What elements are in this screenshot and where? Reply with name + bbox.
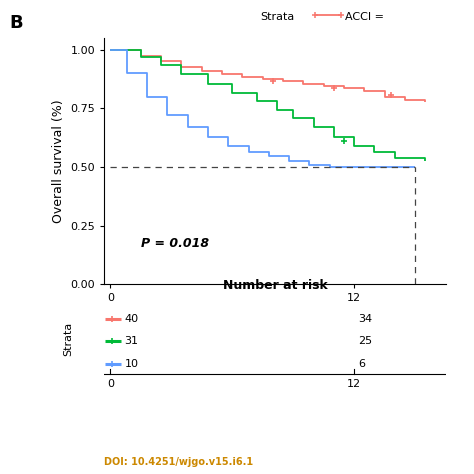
Text: Number at risk: Number at risk [223, 279, 327, 292]
Text: ACCI =: ACCI = [345, 12, 383, 22]
Text: 31: 31 [125, 336, 138, 346]
Text: 10: 10 [125, 359, 138, 369]
Text: Strata: Strata [64, 322, 74, 356]
Text: 40: 40 [125, 313, 139, 324]
Text: 12: 12 [347, 379, 361, 389]
Text: 25: 25 [358, 336, 373, 346]
Text: B: B [9, 14, 23, 32]
Text: 6: 6 [358, 359, 365, 369]
Text: Strata: Strata [261, 12, 295, 22]
Text: 0: 0 [107, 379, 114, 389]
Text: 34: 34 [358, 313, 373, 324]
Text: DOI: 10.4251/wjgo.v15.i6.1: DOI: 10.4251/wjgo.v15.i6.1 [104, 457, 254, 467]
Y-axis label: Overall survival (%): Overall survival (%) [52, 100, 65, 223]
Text: P = 0.018: P = 0.018 [141, 237, 209, 250]
